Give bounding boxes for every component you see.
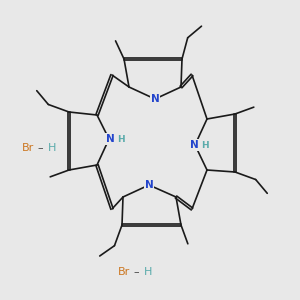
Text: –: – [133, 267, 139, 277]
Text: Br: Br [118, 267, 130, 277]
Text: H: H [117, 134, 125, 143]
Text: N: N [106, 134, 114, 144]
Text: Br: Br [22, 143, 34, 153]
Text: H: H [201, 140, 209, 149]
Text: N: N [190, 140, 198, 150]
Text: N: N [151, 94, 159, 104]
Text: H: H [48, 143, 56, 153]
Text: N: N [145, 180, 153, 190]
Text: –: – [37, 143, 43, 153]
Text: H: H [144, 267, 152, 277]
